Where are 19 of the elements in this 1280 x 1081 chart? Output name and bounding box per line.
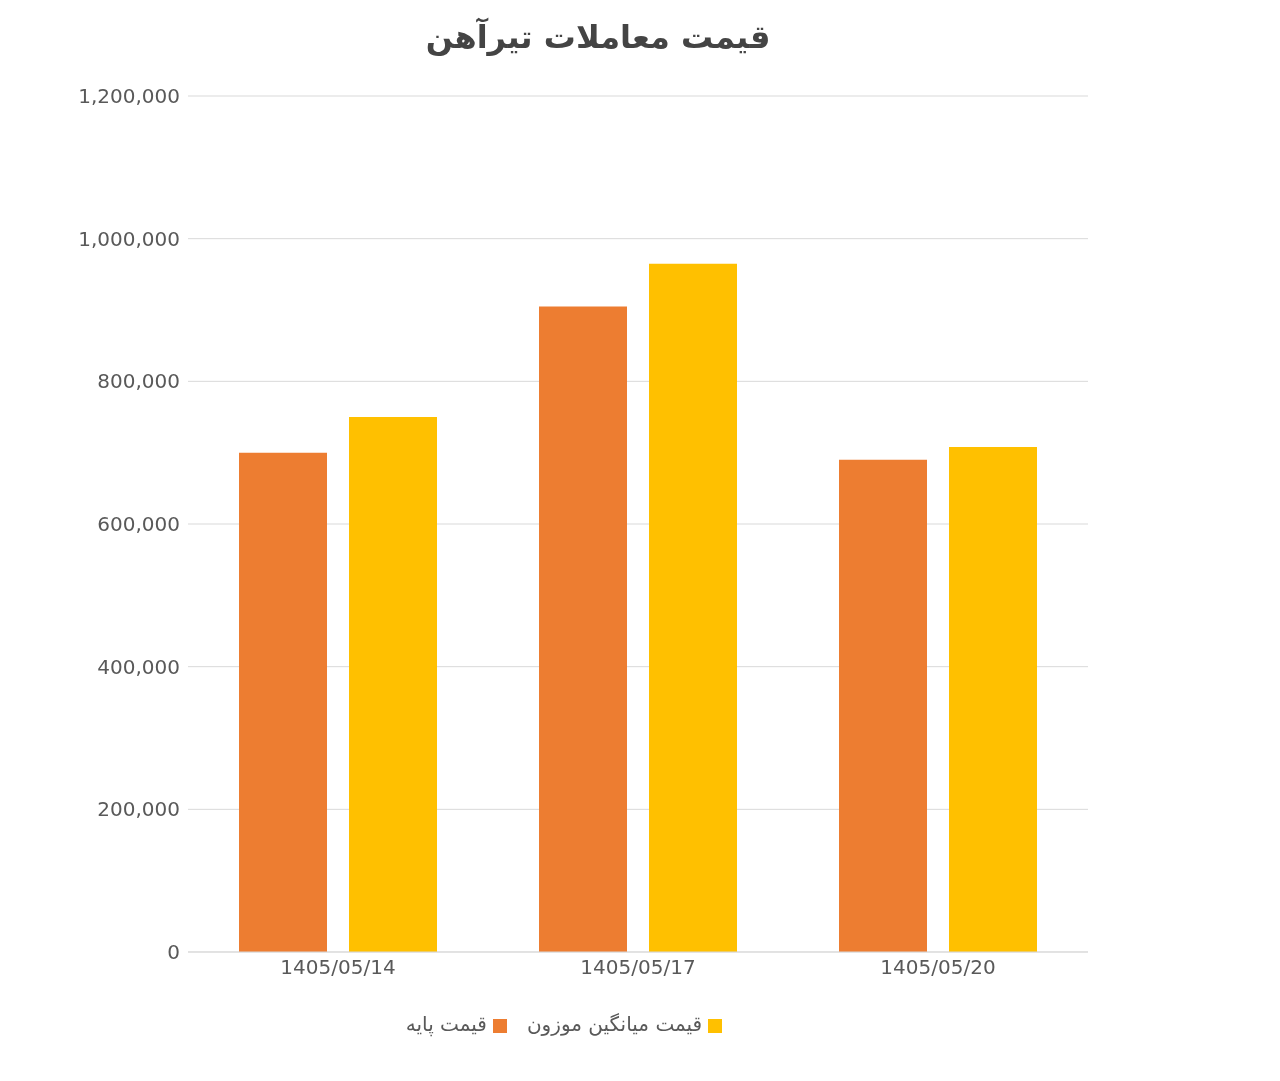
y-tick-label: 800,000: [97, 369, 180, 394]
y-tick-label: 0: [167, 940, 180, 965]
x-tick-label: 1405/05/14: [280, 955, 396, 980]
bar: [539, 306, 627, 952]
bar: [649, 263, 737, 952]
y-tick-label: 1,200,000: [78, 84, 180, 109]
bar: [239, 452, 327, 952]
legend-label: قیمت پایه: [405, 1012, 487, 1036]
y-tick-label: 200,000: [97, 797, 180, 822]
bar: [949, 446, 1037, 952]
y-tick-label: 400,000: [97, 654, 180, 679]
bar: [839, 459, 927, 952]
legend-label: قیمت میانگین موزون: [526, 1012, 703, 1036]
bar: [349, 417, 437, 952]
x-tick-label: 1405/05/17: [580, 955, 696, 980]
y-tick-label: 1,000,000: [78, 226, 180, 251]
x-tick-label: 1405/05/20: [880, 955, 996, 980]
y-tick-label: 600,000: [97, 512, 180, 537]
chart-title: قیمت معاملات تیرآهن: [424, 17, 772, 58]
